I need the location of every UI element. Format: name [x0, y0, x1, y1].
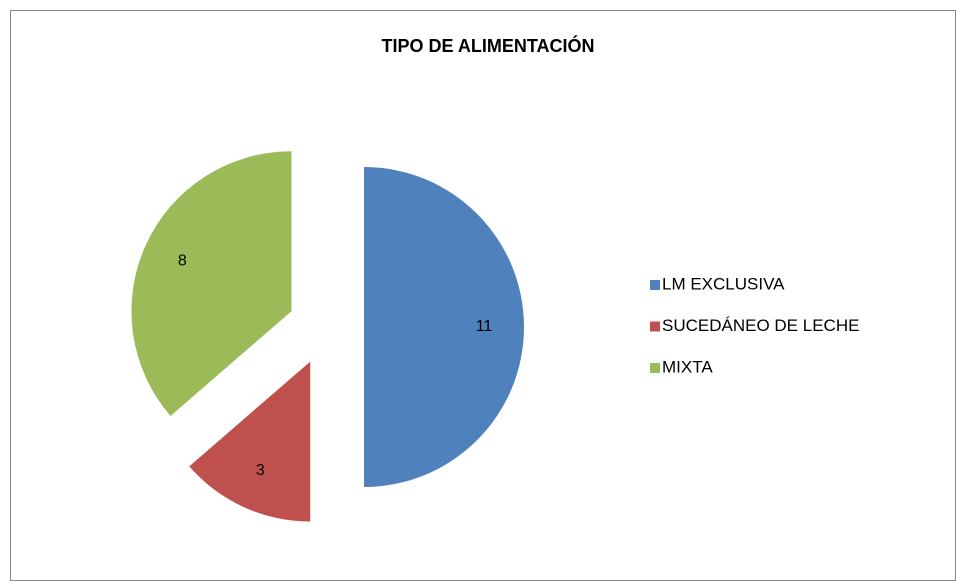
chart-title: TIPO DE ALIMENTACIÓN: [382, 35, 595, 56]
pie-slice: [131, 151, 292, 416]
legend-swatch: [650, 321, 660, 332]
data-label: 8: [178, 253, 187, 270]
legend-swatch: [650, 280, 660, 290]
legend-swatch: [650, 363, 660, 373]
legend-label: MIXTA: [662, 357, 713, 376]
legend-label: LM EXCLUSIVA: [662, 274, 785, 293]
legend-label: SUCEDÁNEO DE LECHE: [662, 316, 859, 335]
pie-slice: [364, 167, 524, 487]
data-label: 3: [256, 462, 265, 479]
pie-slice: [189, 361, 311, 522]
data-label: 11: [476, 318, 493, 335]
